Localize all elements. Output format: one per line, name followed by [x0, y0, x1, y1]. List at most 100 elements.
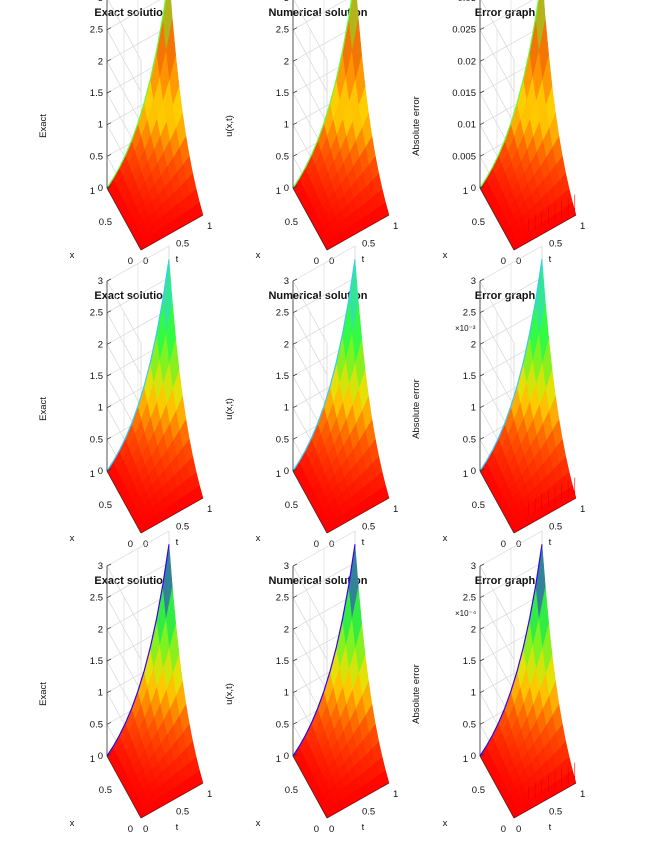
- subplot-title: Error graph: [475, 7, 536, 19]
- z-tick-label: 0: [284, 183, 289, 194]
- z-axis-label: Exact: [38, 682, 49, 706]
- x-tick-label: 0: [501, 256, 506, 267]
- z-tick: [292, 405, 298, 408]
- z-tick: [292, 373, 298, 377]
- t-tick-label: 0.5: [176, 522, 189, 533]
- t-tick-label: 1: [207, 221, 212, 232]
- z-tick: [292, 122, 298, 125]
- z-tick: [479, 722, 485, 725]
- x-tick-label: 0: [314, 824, 319, 835]
- z-tick-label: 0.5: [463, 719, 476, 730]
- surface-edge: [292, 544, 356, 757]
- t-tick-label: 1: [393, 789, 398, 800]
- z-tick-label: 1: [284, 688, 289, 699]
- z-tick: [479, 154, 485, 157]
- t-axis-line: [140, 214, 204, 251]
- surface-edge: [106, 544, 170, 757]
- z-tick: [106, 122, 112, 125]
- t-axis-label: t: [362, 537, 365, 548]
- z-tick-label: 2: [284, 56, 289, 67]
- x-tick-label: 1: [90, 186, 95, 197]
- x-tick-label: 0: [128, 256, 133, 267]
- subplot-title: Error graph: [475, 575, 536, 587]
- z-tick: [292, 563, 298, 567]
- x-tick-label: 0.5: [285, 217, 298, 228]
- x-axis-line: [479, 755, 515, 819]
- subplot-title: Exact solution: [94, 7, 169, 19]
- x-axis-label: x: [70, 818, 75, 829]
- z-tick-label: 0.5: [276, 151, 289, 162]
- t-axis-label: t: [362, 254, 365, 265]
- z-tick-label: 0.03: [458, 0, 477, 4]
- z-tick-label: 1: [284, 403, 289, 414]
- z-tick: [479, 595, 485, 598]
- z-axis-label: Absolute error: [411, 96, 422, 156]
- z-tick-label: 2: [284, 624, 289, 635]
- z-tick-label: 2: [284, 339, 289, 350]
- z-tick: [106, 722, 112, 725]
- z-tick-label: 0.5: [463, 434, 476, 445]
- x-tick-label: 1: [90, 754, 95, 765]
- t-tick-label: 0: [143, 824, 148, 835]
- z-tick: [292, 722, 298, 725]
- x-tick-label: 1: [90, 469, 95, 480]
- z-tick: [106, 753, 112, 757]
- surface: [106, 0, 204, 251]
- x-tick-label: 0: [128, 539, 133, 550]
- x-axis-label: x: [443, 533, 448, 544]
- z-tick-label: 0: [471, 183, 476, 194]
- z-tick-label: 1: [98, 403, 103, 414]
- z-tick: [106, 310, 112, 313]
- z-tick: [106, 627, 112, 630]
- z-tick: [479, 342, 485, 345]
- z-tick-label: 1.5: [276, 371, 289, 382]
- z-tick: [292, 310, 298, 313]
- subplot-5: Numerical solution00.511.522.5300.5100.5…: [224, 245, 399, 550]
- surface: [292, 544, 390, 819]
- t-tick-label: 1: [207, 789, 212, 800]
- z-tick-label: 1.5: [90, 88, 103, 99]
- t-tick-label: 1: [207, 504, 212, 515]
- t-axis-label: t: [176, 537, 179, 548]
- t-axis-line: [513, 497, 577, 534]
- x-tick-label: 1: [276, 754, 281, 765]
- z-tick-label: 1.5: [463, 371, 476, 382]
- x-axis-label: x: [70, 250, 75, 261]
- z-tick-label: 1: [98, 688, 103, 699]
- z-tick: [479, 658, 485, 662]
- z-tick-label: 1: [98, 120, 103, 131]
- z-tick-label: 2.5: [90, 25, 103, 36]
- surface: [292, 0, 390, 251]
- x-axis-line: [292, 755, 328, 819]
- surface: [479, 544, 577, 819]
- subplot-2: Numerical solution00.511.522.5300.5100.5…: [224, 0, 398, 267]
- subplot-1: Exact solution00.511.522.5300.5100.51Exa…: [38, 0, 212, 267]
- z-tick: [106, 90, 112, 94]
- z-tick-label: 0.01: [458, 120, 477, 131]
- z-tick: [106, 595, 112, 598]
- x-tick-label: 0.5: [99, 785, 112, 796]
- x-tick-label: 1: [276, 186, 281, 197]
- z-tick-label: 2: [471, 624, 476, 635]
- subplot-title: Exact solution: [94, 575, 169, 587]
- subplot-4: Exact solution00.511.522.5300.5100.51Exa…: [38, 245, 213, 550]
- z-tick-label: 3: [98, 0, 103, 4]
- t-tick-label: 0: [516, 824, 521, 835]
- z-tick-label: 1: [471, 688, 476, 699]
- surface: [479, 0, 577, 251]
- x-tick-label: 0.5: [472, 500, 485, 511]
- z-tick-label: 2.5: [276, 308, 289, 319]
- x-axis-label: x: [256, 818, 261, 829]
- t-tick-label: 0.5: [549, 807, 562, 818]
- z-tick: [479, 185, 485, 189]
- z-axis-label: Absolute error: [411, 379, 422, 439]
- z-tick-label: 2: [98, 339, 103, 350]
- z-tick-label: 0.5: [276, 719, 289, 730]
- t-tick-label: 0: [516, 256, 521, 267]
- x-tick-label: 1: [463, 186, 468, 197]
